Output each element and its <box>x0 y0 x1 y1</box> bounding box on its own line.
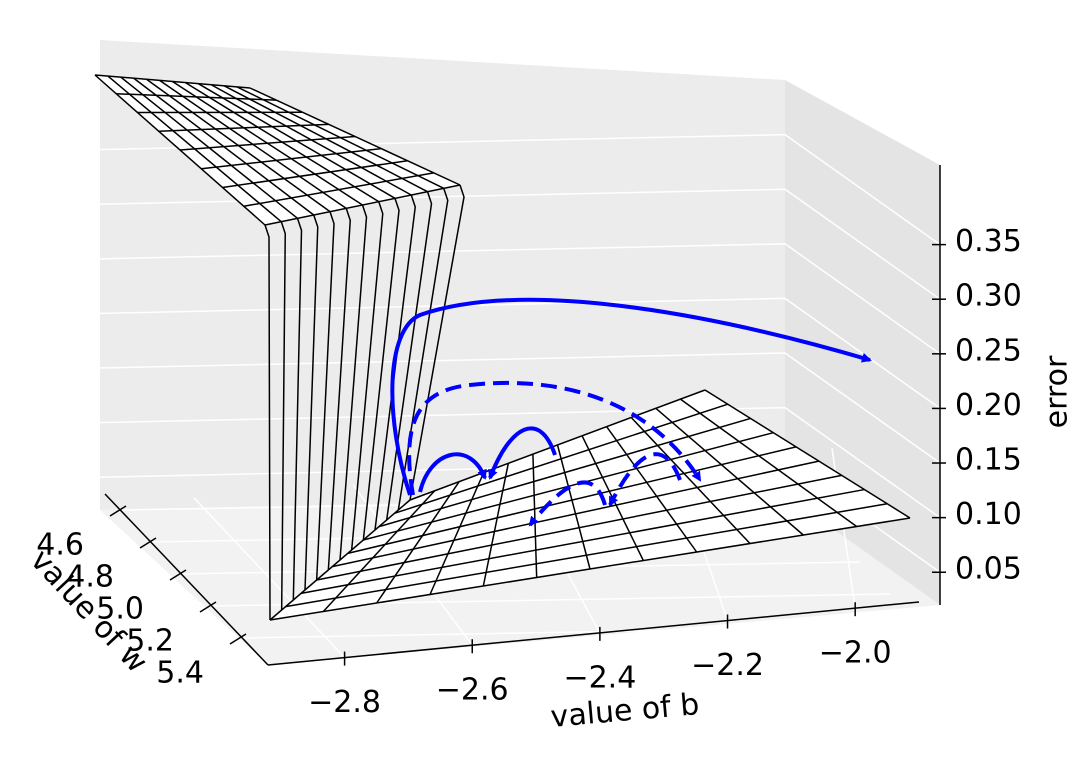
z-tick-label: 0.05 <box>955 552 1022 587</box>
x-tick-label: −2.8 <box>308 685 381 720</box>
z-tick-label: 0.20 <box>955 388 1022 423</box>
x-tick-label: −2.6 <box>436 673 509 708</box>
z-tick-label: 0.35 <box>955 224 1022 259</box>
y-tick-label: 5.2 <box>126 624 174 659</box>
y-tick-label: 5.4 <box>156 656 204 691</box>
x-tick-label: −2.2 <box>691 648 764 683</box>
y-tick-label: 5.0 <box>96 592 144 627</box>
x-tick-label: −2.0 <box>819 636 892 671</box>
z-axis-label: error <box>1040 355 1075 428</box>
z-tick-label: 0.15 <box>955 443 1022 478</box>
y-tick-label: 4.6 <box>36 528 84 563</box>
z-tick-label: 0.30 <box>955 279 1022 314</box>
x-tick-label: −2.4 <box>563 660 636 695</box>
z-tick-label: 0.10 <box>955 497 1022 532</box>
y-tick-label: 4.8 <box>66 560 114 595</box>
z-tick-label: 0.25 <box>955 333 1022 368</box>
